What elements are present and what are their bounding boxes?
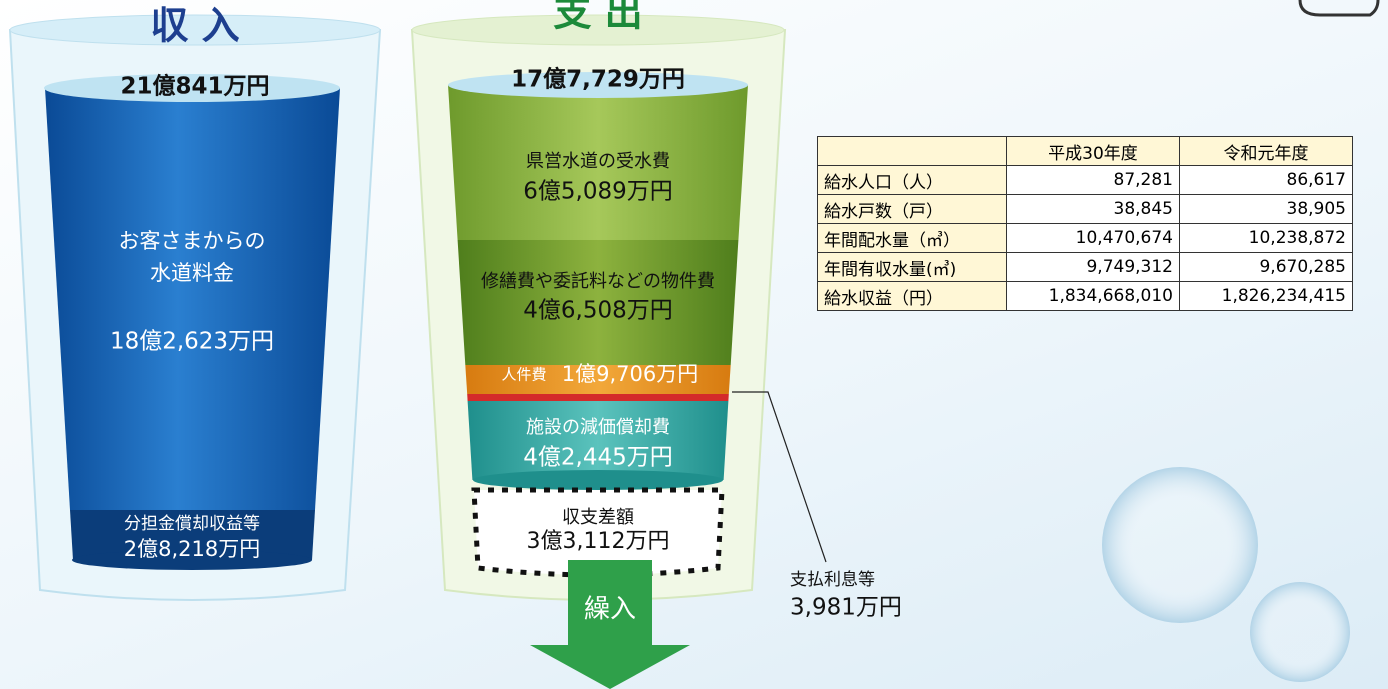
header-cell: 平成30年度 xyxy=(1007,137,1180,166)
row-label: 給水戸数（戸） xyxy=(818,195,1007,224)
segment-label: 県営水道の受水費 xyxy=(526,151,670,172)
header-cell: 令和元年度 xyxy=(1180,137,1353,166)
liquid-bottom xyxy=(473,470,723,490)
expenditure-title: 支 出 xyxy=(553,0,642,35)
segment-amount: 2億8,218万円 xyxy=(124,537,260,561)
note-label: 支払利息等 xyxy=(790,570,875,590)
table-cell: 9,749,312 xyxy=(1007,253,1180,282)
segment-amount: 4億2,445万円 xyxy=(523,445,672,471)
expenditure-segment xyxy=(467,394,729,401)
segment-amount: 6億5,089万円 xyxy=(523,179,672,205)
bubble xyxy=(1250,582,1350,682)
arrow-label: 繰入 xyxy=(584,595,636,625)
segment-amount: 1億9,706万円 xyxy=(562,362,698,386)
segment-label: お客さまからの xyxy=(119,229,266,253)
table-cell: 10,238,872 xyxy=(1180,224,1353,253)
income-total: 21億841万円 xyxy=(120,73,269,100)
row-label: 給水人口（人） xyxy=(818,166,1007,195)
table-cell: 10,470,674 xyxy=(1007,224,1180,253)
segment-label: 人件費 xyxy=(501,366,546,384)
table-header: 平成30年度 令和元年度 xyxy=(818,137,1353,166)
table-cell: 87,281 xyxy=(1007,166,1180,195)
row-label: 給水収益（円） xyxy=(818,282,1007,311)
table-cell: 1,826,234,415 xyxy=(1180,282,1353,311)
table-cell: 38,845 xyxy=(1007,195,1180,224)
diagram: 収 入 21億841万円 お客さまからの 水道料金 18億2,623万円 分担金… xyxy=(0,0,1388,689)
segment-label: 収支差額 xyxy=(562,507,634,528)
bubble xyxy=(1102,467,1258,623)
expenditure-total: 17億7,729万円 xyxy=(511,66,685,93)
segment-label: 施設の減価償却費 xyxy=(526,417,670,438)
table-cell: 1,834,668,010 xyxy=(1007,282,1180,311)
table-cell: 38,905 xyxy=(1180,195,1353,224)
decoration xyxy=(1300,0,1378,15)
header-cell xyxy=(818,137,1007,166)
row-label: 年間有収水量(㎥) xyxy=(818,253,1007,282)
table-cell: 86,617 xyxy=(1180,166,1353,195)
segment-amount: 4億6,508万円 xyxy=(523,298,672,324)
page: {"income": {"title": "収 入", "total": "21… xyxy=(0,0,1388,689)
income-title: 収 入 xyxy=(150,4,239,48)
note-amount: 3,981万円 xyxy=(790,595,902,621)
income-segment xyxy=(45,88,340,510)
segment-label: 修繕費や委託料などの物件費 xyxy=(481,271,715,292)
row-label: 年間配水量（㎥） xyxy=(818,224,1007,253)
table-cell: 9,670,285 xyxy=(1180,253,1353,282)
segment-amount: 18億2,623万円 xyxy=(110,329,274,355)
segment-amount: 3億3,112万円 xyxy=(527,529,670,554)
segment-label: 水道料金 xyxy=(150,261,234,285)
segment-label: 分担金償却収益等 xyxy=(124,514,260,534)
